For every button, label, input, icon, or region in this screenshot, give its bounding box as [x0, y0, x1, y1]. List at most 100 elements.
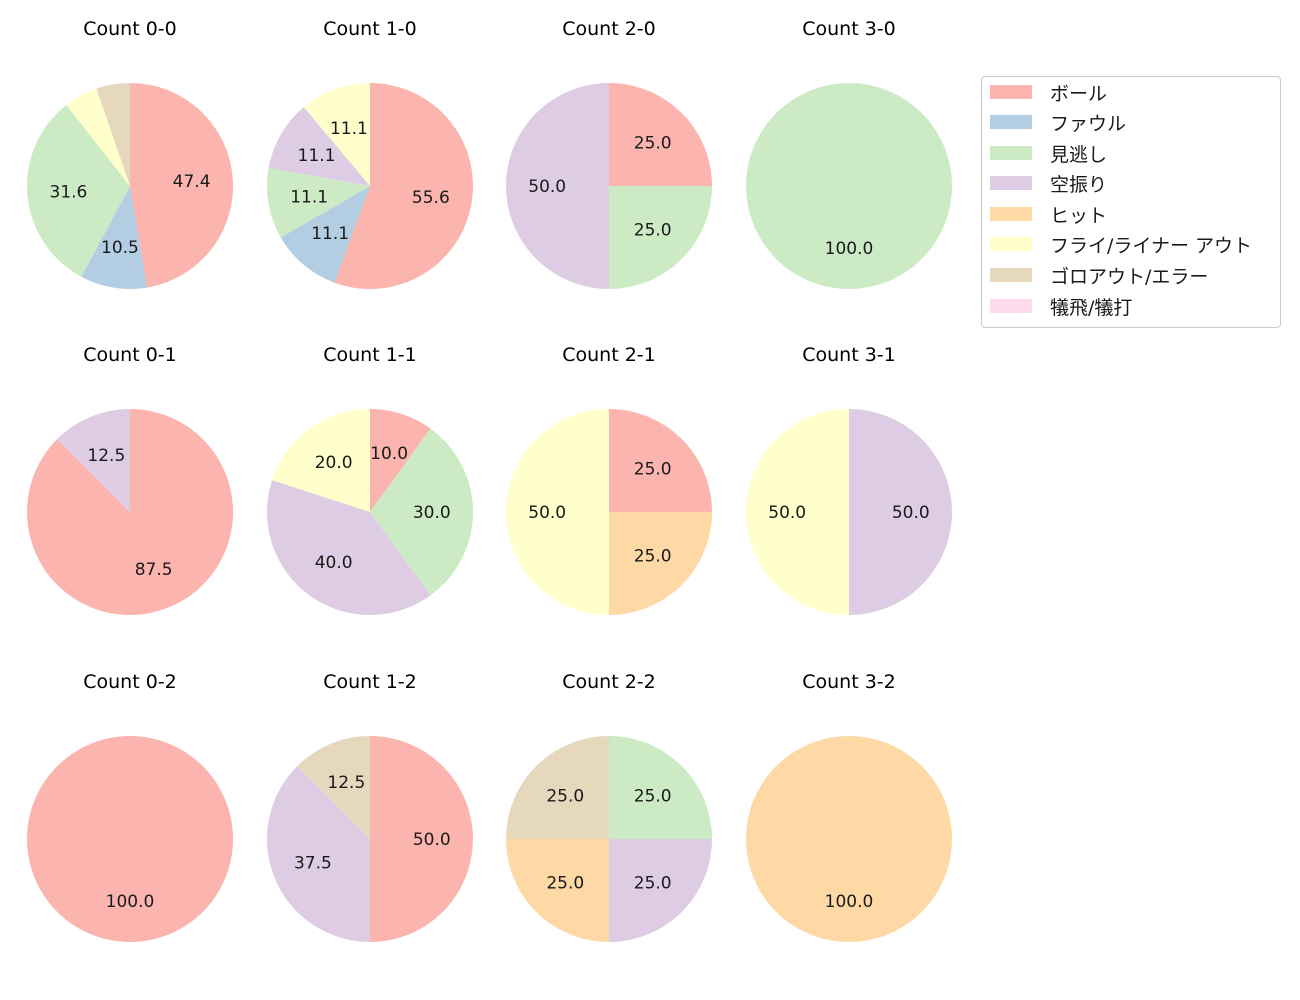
slice-label: 50.0: [892, 503, 930, 523]
pie-count-3-2: Count 3-2 100.0: [746, 671, 952, 942]
pie-count-2-2: Count 2-2 25.0 25.0 25.0 25.0: [506, 671, 712, 942]
pie-slice: [130, 83, 234, 288]
legend: ボール ファウル 見逃し 空振り ヒット フライ/ライナー アウト ゴロアウト/…: [981, 76, 1281, 328]
slice-label: 25.0: [634, 786, 672, 806]
pie-slice: [506, 83, 609, 289]
pie-slice: [609, 512, 712, 615]
pie-slice: [334, 83, 474, 289]
pie-title: Count 1-1: [323, 344, 417, 366]
pie-slice: [506, 409, 609, 615]
legend-item-swinging-strike: 空振り: [990, 168, 1107, 198]
slice-label: 25.0: [546, 786, 584, 806]
pie-slice: [370, 409, 431, 512]
pie-slice: [370, 736, 473, 942]
slice-label: 12.5: [327, 773, 365, 793]
slice-label: 10.5: [101, 238, 139, 258]
slice-label: 47.4: [173, 172, 211, 192]
slice-label: 31.6: [50, 182, 88, 202]
legend-swatch-sacrifice: [990, 299, 1032, 313]
pie-title: Count 2-0: [562, 18, 656, 40]
slice-label: 30.0: [413, 503, 451, 523]
pie-count-1-2: Count 1-2 50.0 37.5 12.5: [267, 671, 473, 942]
pie-slice: [849, 409, 952, 615]
pie-slice: [266, 167, 370, 238]
legend-item-called-strike: 見逃し: [990, 138, 1107, 168]
slice-label: 50.0: [528, 503, 566, 523]
legend-label: ファウル: [1050, 112, 1127, 135]
pie-title: Count 2-2: [562, 671, 656, 693]
pie-count-1-0: Count 1-0 55.6 11.1 11.1 11.1 11.1: [266, 18, 474, 289]
pie-slice: [746, 736, 952, 942]
slice-label: 11.1: [298, 146, 336, 166]
slice-label: 50.0: [528, 177, 566, 197]
pie-slice: [268, 107, 370, 186]
pie-slice: [267, 480, 431, 616]
pie-title: Count 2-1: [562, 344, 656, 366]
pie-slice: [506, 839, 609, 942]
legend-item-hit: ヒット: [990, 199, 1107, 229]
legend-label: ヒット: [1050, 204, 1108, 227]
pie-slice: [272, 409, 370, 512]
pie-count-3-0: Count 3-0 100.0: [746, 18, 952, 289]
pie-slice: [297, 736, 370, 839]
pie-slice: [609, 409, 712, 512]
legend-label: 空振り: [1050, 173, 1108, 196]
legend-label: フライ/ライナー アウト: [1050, 234, 1253, 257]
pie-title: Count 3-0: [802, 18, 896, 40]
slice-label: 37.5: [294, 854, 332, 874]
slice-label: 40.0: [315, 553, 353, 573]
pie-slice: [27, 736, 233, 942]
legend-label: ボール: [1050, 82, 1108, 105]
slice-label: 87.5: [135, 560, 173, 580]
slice-label: 100.0: [825, 892, 874, 912]
pie-slice: [609, 736, 712, 839]
slice-label: 100.0: [106, 892, 155, 912]
slice-label: 100.0: [825, 239, 874, 259]
legend-swatch-foul: [990, 115, 1032, 129]
legend-item-fly-out: フライ/ライナー アウト: [990, 229, 1252, 259]
slice-label: 11.1: [330, 119, 368, 139]
pie-slice: [27, 409, 234, 615]
legend-item-ground-out: ゴロアウト/エラー: [990, 260, 1208, 290]
legend-swatch-swinging-strike: [990, 176, 1032, 190]
pie-count-0-1: Count 0-1 87.5 12.5: [27, 344, 234, 615]
pie-title: Count 0-0: [83, 18, 177, 40]
pie-slice: [506, 736, 609, 839]
slice-label: 25.0: [634, 133, 672, 153]
legend-label: 見逃し: [1050, 143, 1108, 166]
pie-slice: [609, 83, 712, 186]
pie-slice: [66, 88, 130, 186]
slice-label: 11.1: [290, 188, 328, 208]
pie-slice: [303, 83, 370, 186]
slice-label: 55.6: [412, 188, 450, 208]
pie-slice: [746, 409, 849, 615]
pie-title: Count 1-0: [323, 18, 417, 40]
pie-title: Count 3-2: [802, 671, 896, 693]
slice-label: 25.0: [634, 459, 672, 479]
slice-label: 25.0: [634, 221, 672, 241]
pie-count-2-1: Count 2-1 25.0 25.0 50.0: [506, 344, 712, 615]
slice-label: 25.0: [634, 547, 672, 567]
pie-slice: [96, 83, 130, 186]
slice-label: 20.0: [315, 453, 353, 473]
pie-title: Count 1-2: [323, 671, 417, 693]
slice-label: 50.0: [413, 830, 451, 850]
pie-title: Count 0-2: [83, 671, 177, 693]
pie-title: Count 3-1: [802, 344, 896, 366]
legend-item-ball: ボール: [990, 77, 1107, 107]
pie-count-1-1: Count 1-1 10.0 30.0 40.0 20.0: [267, 344, 473, 616]
legend-swatch-ground-out: [990, 268, 1032, 282]
pie-slice: [57, 409, 131, 512]
pie-slice: [81, 186, 148, 289]
pie-slice: [280, 186, 370, 283]
slice-label: 11.1: [311, 224, 349, 244]
slice-label: 12.5: [87, 446, 125, 466]
legend-swatch-hit: [990, 207, 1032, 221]
legend-swatch-ball: [990, 85, 1032, 99]
legend-item-foul: ファウル: [990, 107, 1126, 137]
slice-label: 25.0: [634, 874, 672, 894]
slice-label: 10.0: [370, 444, 408, 464]
legend-item-sacrifice: 犠飛/犠打: [990, 291, 1132, 321]
pie-title: Count 0-1: [83, 344, 177, 366]
